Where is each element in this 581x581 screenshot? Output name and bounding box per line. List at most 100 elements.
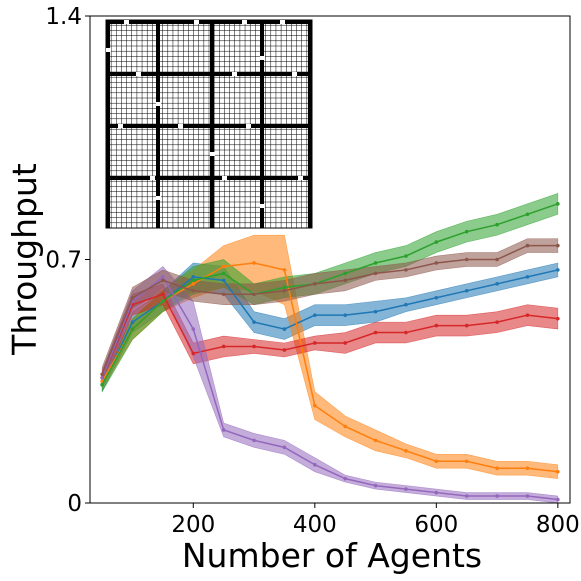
inset-opening [118,124,123,128]
inset-opening [150,176,155,180]
series-3-point [464,323,469,328]
x-tick-label: 800 [536,512,580,538]
series-5-point [343,278,347,283]
inset-opening [156,196,161,200]
series-1-point [282,268,287,272]
inset-opening [280,20,285,24]
series-2-point [221,271,226,276]
series-5-line [101,244,558,375]
series-4-point [495,494,499,498]
inset-opening [260,204,265,208]
series-4-point [343,476,347,481]
series-3-point [282,348,287,352]
inset-opening [246,124,251,128]
series-4-point [434,490,439,495]
series-2-point [191,278,196,283]
series-1-point [495,466,499,471]
inset-opening [136,72,141,76]
series-5-point [434,261,439,265]
series-1-line [101,262,558,473]
inset-opening [178,124,183,128]
series-2-point [100,382,104,387]
inset-opening [106,48,111,52]
series-4-point [464,494,469,498]
inset-grid-map [105,19,313,229]
inset-wall [106,72,312,76]
series-4-line [101,275,558,501]
y-tick-label: 1.4 [45,4,82,30]
series-2-point [404,254,408,258]
inset-wall [260,20,264,228]
inset-wall [308,20,312,228]
series-3-point [404,330,408,335]
series-4-point [221,428,226,432]
series-3-point [221,344,226,349]
series-3-point [252,344,256,349]
series-1-point [404,449,408,453]
inset-opening [260,56,265,60]
series-4-point [373,483,378,488]
series-1-point [373,438,378,443]
series-3-point [373,330,378,335]
inset-opening [156,102,161,106]
x-tick-label: 200 [171,512,215,538]
series-0-point [313,313,317,317]
series-0-point [404,302,408,307]
series-2-point [464,229,469,234]
series-5-point [404,268,408,272]
inset-wall [106,20,110,228]
series-4-point [556,497,560,502]
series-0-point [525,275,530,279]
series-4-point [313,462,317,467]
series-0-point [434,295,439,300]
series-1-point [556,469,560,474]
series-0-point [495,282,499,286]
inset-opening [124,20,129,24]
series-0-band [101,262,559,392]
series-2-point [434,240,439,244]
series-3-point [434,323,439,328]
inset-wall [106,124,312,128]
series-0-point [191,275,196,279]
series-0-point [130,320,135,324]
inset-opening [292,72,297,76]
series-2-point [130,327,135,331]
series-1-point [434,459,439,464]
series-0-line [101,269,559,386]
series-3-band [101,283,559,385]
series-3-point [161,292,165,297]
series-3-point [556,316,560,321]
series-5-point [556,243,560,248]
series-1-point [252,261,256,265]
series-0-point [464,289,469,293]
series-1-point [343,424,347,429]
inset-opening [194,20,199,24]
inset-wall [106,176,312,180]
x-tick-label: 400 [293,512,337,538]
series-3-point [495,320,499,324]
series-5-point [100,372,104,377]
series-2-point [373,261,378,265]
series-5-point [373,271,378,276]
y-tick-label: 0 [67,491,82,517]
series-2-point [282,285,287,290]
series-5-point [313,282,317,286]
series-0-point [373,309,378,314]
x-axis-title: Number of Agents [182,536,482,575]
series-0-point [556,268,560,272]
series-3-point [313,341,317,345]
series-5-point [191,289,196,293]
series-lines [100,202,560,502]
series-2-line [101,203,559,386]
inset-opening [222,176,227,180]
series-4-point [282,445,287,450]
series-4-point [191,327,196,331]
x-tick-label: 600 [414,512,458,538]
series-5-point [161,278,165,283]
inset-opening [210,152,215,156]
series-1-point [221,264,226,269]
inset-wall [210,20,214,228]
y-tick-label: 0.7 [45,248,82,274]
confidence-bands [101,192,559,504]
inset-opening [232,72,237,76]
